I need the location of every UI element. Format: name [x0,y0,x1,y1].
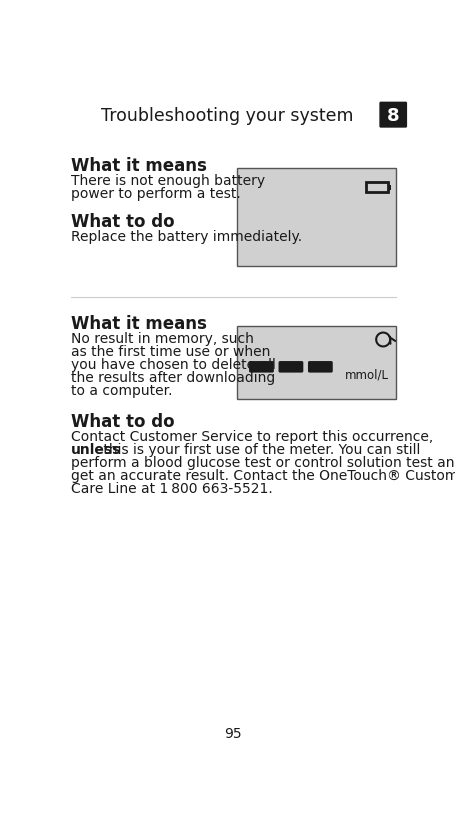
Text: to a computer.: to a computer. [71,384,172,398]
Text: Replace the battery immediately.: Replace the battery immediately. [71,229,302,243]
Text: Care Line at 1 800 663-5521.: Care Line at 1 800 663-5521. [71,482,273,496]
Text: No result in memory, such: No result in memory, such [71,332,254,345]
Text: What it means: What it means [71,315,207,333]
FancyBboxPatch shape [308,362,333,373]
Text: Contact Customer Service to report this occurrence,: Contact Customer Service to report this … [71,429,433,443]
Bar [237,169,395,267]
Text: this is your first use of the meter. You can still: this is your first use of the meter. You… [99,442,420,456]
Text: as the first time use or when: as the first time use or when [71,344,270,359]
FancyBboxPatch shape [249,362,274,373]
FancyBboxPatch shape [278,362,303,373]
Text: you have chosen to delete all: you have chosen to delete all [71,358,276,372]
Bar [366,183,388,193]
Text: 95: 95 [224,726,242,740]
Text: What to do: What to do [71,412,174,431]
Text: the results after downloading: the results after downloading [71,371,275,385]
Text: unless: unless [71,442,121,456]
Text: What it means: What it means [71,157,207,175]
Text: 8: 8 [387,107,399,124]
Bar [388,185,391,191]
Text: What to do: What to do [71,213,174,230]
Text: perform a blood glucose test or control solution test and: perform a blood glucose test or control … [71,455,455,469]
FancyBboxPatch shape [380,104,406,128]
Bar [237,326,395,399]
Text: Troubleshooting your system: Troubleshooting your system [101,108,354,125]
Text: mmol/L: mmol/L [345,368,389,381]
Text: power to perform a test.: power to perform a test. [71,187,241,201]
Text: get an accurate result. Contact the OneTouch® Customer: get an accurate result. Contact the OneT… [71,469,455,483]
Text: There is not enough battery: There is not enough battery [71,174,265,188]
